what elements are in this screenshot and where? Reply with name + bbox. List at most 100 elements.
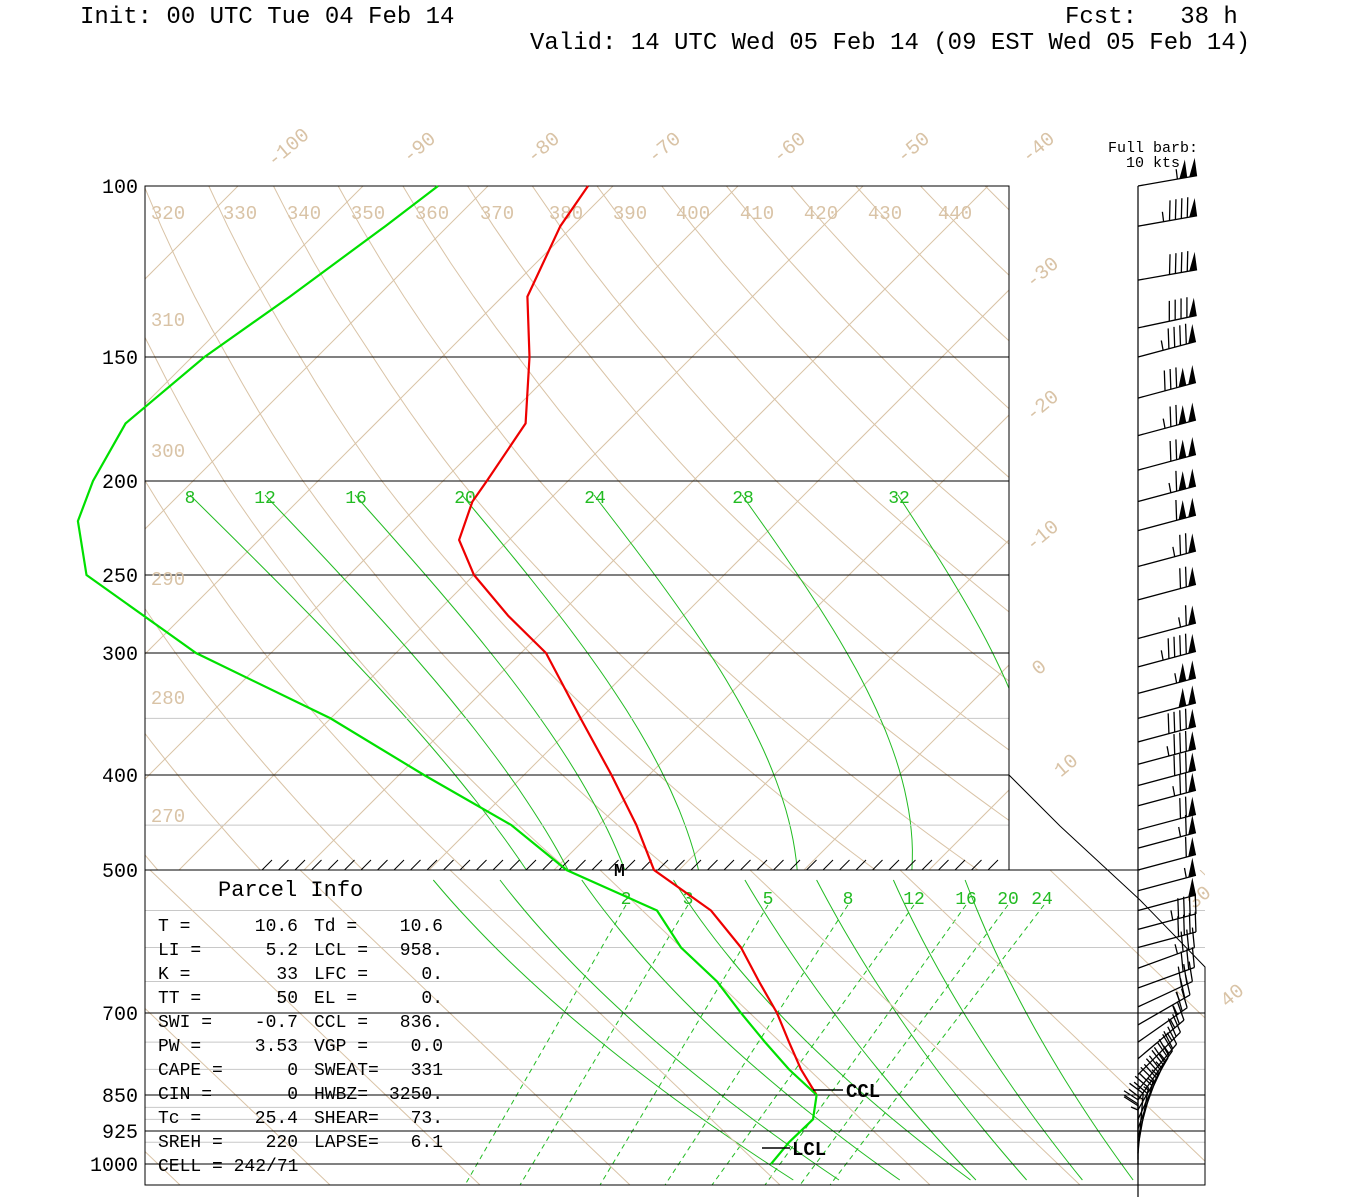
moist-adiabat-label: 16 [345, 489, 367, 509]
pressure-tick-label: 150 [102, 348, 138, 371]
moist-adiabat-label: 24 [584, 489, 606, 509]
isotherm-label: -60 [769, 128, 811, 169]
dewpoint-profile-line [76, 185, 818, 1165]
isotherm-label: 40 [1217, 980, 1250, 1013]
parcel-cell: Tc = [158, 1109, 201, 1129]
pressure-tick-label: 500 [102, 861, 138, 884]
parcel-cell: SWEAT= [314, 1061, 379, 1081]
wind-barb [1137, 975, 1191, 1026]
isotherm-label: -100 [263, 124, 315, 172]
wind-barb [1137, 437, 1197, 471]
parcel-cell: SWI = [158, 1013, 212, 1033]
parcel-cell: 10.6 [255, 917, 298, 937]
pressure-tick-label: 850 [102, 1086, 138, 1109]
wind-barb [1137, 497, 1197, 532]
wind-barb [1137, 730, 1197, 765]
wind-barb [1137, 533, 1197, 568]
wind-barb [1137, 323, 1197, 358]
isotherm-label: -80 [523, 128, 565, 169]
parcel-cell: HWBZ= [314, 1085, 368, 1105]
wind-barb [1137, 836, 1197, 871]
parcel-cell: 50 [276, 989, 298, 1009]
dry-adiabat-label: 350 [351, 203, 385, 225]
mandatory-marker: M [614, 862, 625, 882]
wind-barb [1137, 752, 1197, 787]
mixing-ratio-label: 20 [997, 890, 1019, 910]
parcel-cell: T = [158, 917, 190, 937]
parcel-cell: PW = [158, 1037, 201, 1057]
parcel-cell: LAPSE= [314, 1133, 379, 1153]
mixing-ratio-label: 5 [763, 890, 774, 910]
parcel-cell: 10.6 [400, 917, 443, 937]
dry-adiabat-label: 400 [676, 203, 710, 225]
mixing-ratio-label: 24 [1031, 890, 1053, 910]
parcel-cell: 0 [287, 1085, 298, 1105]
dry-adiabat-label: 360 [415, 203, 449, 225]
parcel-cell: 0.0 [411, 1037, 443, 1057]
wind-barb [1137, 708, 1197, 743]
wind-barb [1137, 1001, 1185, 1060]
wind-barb [1137, 605, 1197, 640]
pressure-tick-label: 200 [102, 472, 138, 495]
pressure-tick-label: 400 [102, 766, 138, 789]
wind-barb [1137, 796, 1197, 831]
pressure-tick-label: 1000 [90, 1155, 138, 1178]
parcel-cell: 331 [411, 1061, 443, 1081]
legend-line1: Full barb: [1108, 140, 1198, 157]
wind-barb [1137, 927, 1196, 969]
wind-barb [1137, 857, 1197, 892]
wind-barb [1137, 365, 1197, 399]
parcel-cell: LI = [158, 941, 201, 961]
mixing-ratio-label: 3 [683, 890, 694, 910]
wind-barb [1137, 877, 1197, 912]
pressure-tick-label: 700 [102, 1004, 138, 1027]
parcel-cell: 5.2 [266, 941, 298, 961]
temperature-profile-line [457, 185, 818, 1096]
wind-barb [1137, 660, 1197, 695]
dry-adiabat-label: 370 [480, 203, 514, 225]
dry-adiabat-label: 410 [740, 203, 774, 225]
wind-barb [1137, 814, 1197, 849]
wind-barb [1137, 988, 1188, 1043]
isotherm-label: -90 [399, 128, 441, 169]
isotherm-label: -30 [1022, 253, 1064, 294]
mixing-ratio-label: 8 [843, 890, 854, 910]
wind-barb [1123, 1094, 1139, 1164]
parcel-cell: 25.4 [255, 1109, 298, 1129]
isotherm-label: -50 [893, 128, 935, 169]
parcel-cell: 3.53 [255, 1037, 298, 1057]
parcel-cell: 33 [276, 965, 298, 985]
parcel-cell: Td = [314, 917, 357, 937]
wind-barb [1137, 685, 1197, 719]
wind-barb [1137, 633, 1197, 668]
parcel-title: Parcel Info [218, 878, 363, 903]
moist-adiabat-label: 32 [888, 489, 910, 509]
isotherm-label: -10 [1022, 516, 1064, 557]
parcel-cell: K = [158, 965, 190, 985]
init-time: Init: 00 UTC Tue 04 Feb 14 [80, 4, 455, 31]
parcel-cell: SREH = [158, 1133, 223, 1153]
parcel-cell: LFC = [314, 965, 368, 985]
wind-barb [1128, 1082, 1144, 1154]
dry-adiabat-label: 390 [613, 203, 647, 225]
ccl-label: CCL [846, 1081, 880, 1103]
mixing-ratio-label: 12 [903, 890, 925, 910]
parcel-cell: 0. [421, 989, 443, 1009]
parcel-cell: 0. [421, 965, 443, 985]
parcel-cell: -0.7 [255, 1013, 298, 1033]
dry-adiabat-label: 430 [868, 203, 902, 225]
parcel-cell: CCL = [314, 1013, 368, 1033]
isotherm-label: 10 [1051, 750, 1084, 783]
wind-barb [1137, 157, 1198, 187]
wind-barb [1137, 197, 1198, 227]
pressure-tick-label: 250 [102, 566, 138, 589]
dry-adiabat-label: 280 [151, 688, 185, 710]
moist-adiabat-label: 28 [732, 489, 754, 509]
wind-barb [1137, 251, 1198, 281]
parcel-cell: 836. [400, 1013, 443, 1033]
dry-adiabat-label: 330 [223, 203, 257, 225]
dry-adiabat-label: 340 [287, 203, 321, 225]
pressure-tick-label: 300 [102, 644, 138, 667]
parcel-cell: CAPE = [158, 1061, 223, 1081]
